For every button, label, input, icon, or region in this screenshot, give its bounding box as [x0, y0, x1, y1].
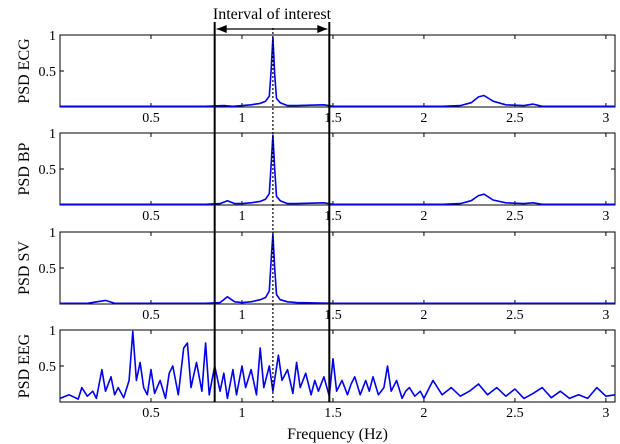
y-tick-label: 1: [49, 127, 56, 142]
x-tick-label: 3: [602, 406, 609, 421]
panels-layer: 0.5 1 1.5 2 2.5 3 0.5 1 PSD ECG 0.5 1 1.5 2 2.5 3 0.5 1 P…: [16, 29, 616, 421]
x-tick-label: 3: [602, 111, 609, 126]
panel-frame: [59, 231, 616, 305]
psd-series-line: [60, 36, 615, 108]
x-tick-label: 0.5: [142, 406, 160, 421]
x-tick-label: 0.5: [142, 111, 160, 126]
x-tick-label: 1: [238, 406, 245, 421]
x-tick-label: 2.5: [506, 406, 524, 421]
x-tick-label: 2.5: [506, 308, 524, 323]
y-tick-label: 0.5: [39, 65, 57, 80]
panel-1: 0.5 1 1.5 2 2.5 3 0.5 1 PSD BP: [16, 127, 616, 224]
y-tick-label: 1: [49, 226, 56, 241]
psd-series-line: [60, 134, 615, 206]
x-tick-label: 1.5: [324, 111, 342, 126]
x-tick-label: 2.5: [506, 111, 524, 126]
panel-2: 0.5 1 1.5 2 2.5 3 0.5 1 PSD SV: [16, 226, 616, 323]
psd-series-line: [60, 233, 615, 305]
y-axis-label: PSD EEG: [16, 333, 33, 398]
x-axis-label: Frequency (Hz): [287, 426, 388, 443]
interval-annotation-label: Interval of interest: [213, 6, 332, 23]
panel-frame: [59, 34, 616, 108]
x-tick-label: 1.5: [324, 308, 342, 323]
interval-overlay: Interval of interest: [213, 6, 332, 402]
x-tick-label: 1: [238, 209, 245, 224]
panel-0: 0.5 1 1.5 2 2.5 3 0.5 1 PSD ECG: [16, 29, 616, 126]
arrow-head-left: [216, 25, 227, 33]
psd-series-line: [59, 330, 616, 400]
y-axis-label: PSD BP: [16, 142, 33, 195]
x-tick-label: 2: [420, 111, 427, 126]
x-tick-label: 1: [238, 111, 245, 126]
x-tick-label: 2.5: [506, 209, 524, 224]
x-tick-label: 1.5: [324, 406, 342, 421]
x-tick-label: 3: [602, 209, 609, 224]
x-tick-label: 2: [420, 209, 427, 224]
x-tick-label: 0.5: [142, 209, 160, 224]
y-tick-label: 0.5: [39, 262, 57, 277]
panel-frame: [59, 329, 616, 403]
y-axis-label: PSD ECG: [16, 38, 33, 104]
x-tick-label: 1: [238, 308, 245, 323]
x-tick-label: 0.5: [142, 308, 160, 323]
panel-frame: [59, 132, 616, 206]
x-tick-label: 2: [420, 406, 427, 421]
y-tick-label: 0.5: [39, 163, 57, 178]
x-tick-label: 1.5: [324, 209, 342, 224]
y-tick-label: 1: [49, 29, 56, 44]
y-tick-label: 0.5: [39, 360, 57, 375]
x-tick-label: 3: [602, 308, 609, 323]
panel-3: 0.5 1 1.5 2 2.5 3 0.5 1 PSD EEG: [16, 324, 616, 421]
x-tick-label: 2: [420, 308, 427, 323]
y-axis-label: PSD SV: [16, 241, 33, 295]
arrow-head-right: [317, 25, 328, 33]
y-tick-label: 1: [49, 324, 56, 339]
